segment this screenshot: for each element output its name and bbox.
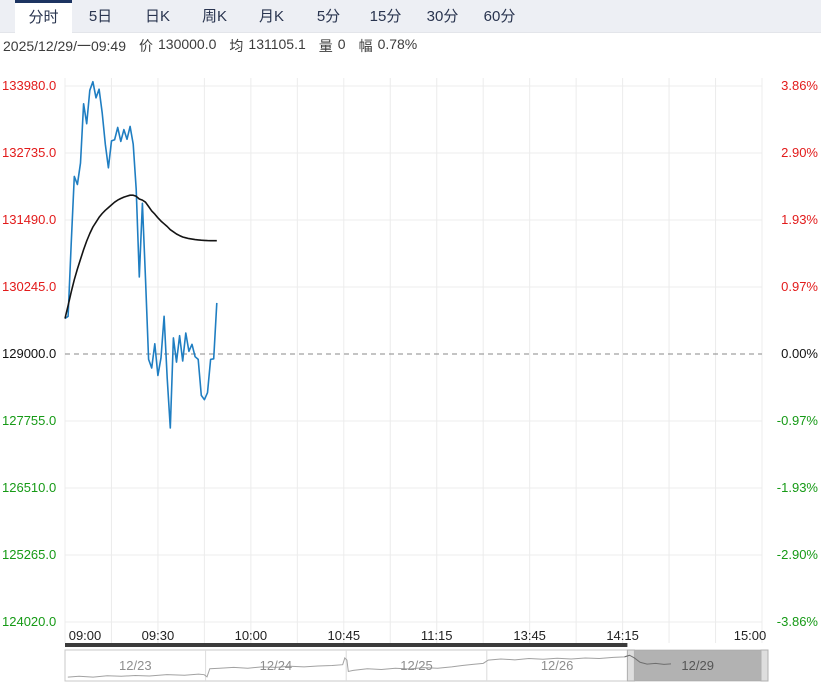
tab-bar: 分时 5日 日K 周K 月K 5分 15分 30分 60分	[0, 0, 821, 33]
quote-volume-label: 量	[318, 38, 333, 54]
y-axis-price-label: 133980.0	[2, 78, 57, 93]
x-axis-time-label: 09:30	[141, 628, 175, 643]
quote-average-label: 均	[229, 38, 244, 54]
x-axis-time-label: 11:15	[420, 628, 453, 643]
quote-range-label: 幅	[358, 38, 373, 54]
quote-average-value: 131105.1	[248, 36, 306, 52]
y-axis-percent-label: 1.93%	[781, 212, 818, 227]
y-axis-price-label: 129000.0	[2, 346, 57, 361]
navigator-day-label[interactable]: 12/25	[400, 658, 433, 673]
tab-2[interactable]: 日K	[144, 8, 170, 25]
y-axis-price-label: 130245.0	[2, 279, 57, 294]
navigator-day-label[interactable]: 12/23	[119, 658, 152, 673]
price-line	[64, 80, 218, 429]
y-axis-percent-label: 0.97%	[781, 279, 818, 294]
tab-6[interactable]: 15分	[369, 8, 402, 25]
y-axis-percent-label: 2.90%	[781, 145, 818, 160]
y-axis-price-label: 131490.0	[2, 212, 57, 227]
x-axis-time-label: 09:00	[68, 628, 102, 643]
navigator-handle-left[interactable]	[626, 649, 635, 682]
quote-range: 幅 0.78%	[359, 36, 418, 56]
quote-price-value: 130000.0	[158, 36, 217, 52]
y-axis-price-label: 124020.0	[2, 614, 57, 629]
tab-5[interactable]: 5分	[316, 8, 341, 25]
navigator-day-label[interactable]: 12/24	[259, 658, 293, 673]
y-axis-price-label: 127755.0	[2, 413, 57, 428]
quote-price-label: 价	[139, 38, 153, 54]
navigator-selection[interactable]	[627, 650, 768, 681]
y-axis-price-label: 125265.0	[2, 547, 57, 562]
navigator-day-label[interactable]: 12/26	[540, 658, 574, 673]
y-axis-percent-label: -2.90%	[776, 547, 818, 562]
quote-datetime: 2025/12/29/一09:49	[3, 38, 126, 54]
y-axis-percent-label: -3.86%	[776, 614, 818, 629]
x-axis-time-label: 13:45	[513, 628, 546, 643]
tab-4[interactable]: 月K	[258, 8, 284, 25]
quote-price: 价 130000.0	[139, 36, 216, 56]
y-axis-percent-label: -0.97%	[776, 413, 818, 428]
y-axis-price-label: 132735.0	[2, 145, 57, 160]
tab-0[interactable]: 分时	[15, 0, 72, 33]
axis-divider-bar	[65, 643, 628, 647]
y-axis-percent-label: 3.86%	[781, 78, 818, 93]
x-axis-time-label: 14:15	[606, 628, 639, 643]
tab-7[interactable]: 30分	[426, 8, 459, 25]
navigator-handle-right[interactable]	[760, 649, 769, 682]
x-axis-time-label: 10:45	[327, 628, 361, 643]
tab-1[interactable]: 5日	[88, 8, 113, 25]
navigator-sparkline-selected	[624, 654, 672, 665]
x-axis-time-label: 10:00	[234, 628, 268, 643]
navigator-day-label[interactable]: 12/29	[681, 658, 714, 673]
y-axis-percent-label: 0.00%	[781, 346, 818, 361]
y-axis-price-label: 126510.0	[2, 480, 57, 495]
quote-range-value: 0.78%	[377, 36, 418, 52]
quote-average: 均 131105.1	[229, 36, 305, 56]
tab-8[interactable]: 60分	[483, 8, 516, 25]
tab-3[interactable]: 周K	[201, 8, 227, 25]
quote-volume-value: 0	[337, 36, 346, 52]
average-line	[64, 194, 217, 319]
x-axis-time-label: 15:00	[733, 628, 767, 643]
y-axis-percent-label: -1.93%	[776, 480, 818, 495]
navigator-sparkline	[67, 654, 630, 678]
